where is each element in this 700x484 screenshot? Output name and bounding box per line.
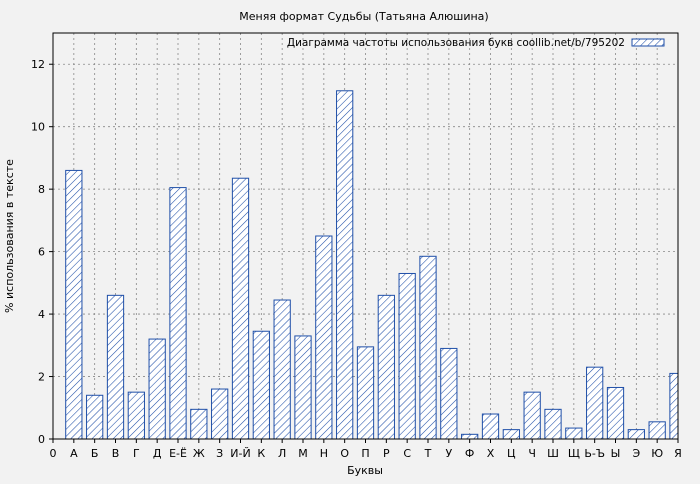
bar-Ф <box>461 433 479 439</box>
x-tick-label: Т <box>424 447 432 460</box>
bar-Н <box>315 235 333 439</box>
x-tick-label: Ь-Ъ <box>584 447 605 460</box>
x-tick-label: Э <box>632 447 640 460</box>
bar-Х <box>481 413 500 439</box>
x-tick-label: Х <box>487 447 495 460</box>
x-tick-label: Г <box>133 447 140 460</box>
x-tick-label: Ч <box>528 447 536 460</box>
bar-К <box>252 330 270 439</box>
x-tick-label: Б <box>91 447 99 460</box>
bar-Л <box>273 299 291 439</box>
bar-И-Й <box>231 177 250 439</box>
legend-label: Диаграмма частоты использования букв coo… <box>287 37 625 49</box>
y-tick-label: 2 <box>38 371 45 384</box>
x-tick-label: Ю <box>651 447 663 460</box>
x-tick-label: Ж <box>193 447 205 460</box>
x-tick-label: С <box>403 447 411 460</box>
bar-В <box>106 294 125 439</box>
x-tick-label: П <box>361 447 369 460</box>
bar-Щ <box>565 427 583 439</box>
x-tick-label: 0 <box>50 447 57 460</box>
bar-Т <box>419 255 437 439</box>
x-tick-label: Е-Ё <box>169 447 187 460</box>
legend: Диаграмма частоты использования букв coo… <box>287 37 665 49</box>
y-tick-label: 10 <box>31 121 45 134</box>
bar-Ж <box>190 408 208 439</box>
x-tick-label: К <box>257 447 265 460</box>
x-tick-label: Р <box>383 447 390 460</box>
y-axis-label: % использования в тексте <box>3 159 16 313</box>
x-tick-label: Л <box>278 447 286 460</box>
bar-З <box>211 388 229 439</box>
bar-А <box>65 169 83 439</box>
bar-Е-Ё <box>169 187 187 439</box>
bar-П <box>356 346 375 439</box>
x-axis-label: Буквы <box>347 464 383 477</box>
bar-Ч <box>523 391 541 439</box>
bar-Г <box>127 391 145 439</box>
bar-Ц <box>502 429 520 439</box>
x-tick-label: Ш <box>547 447 559 460</box>
x-tick-label: Д <box>153 447 162 460</box>
chart-title: Меняя формат Судьбы (Татьяна Алюшина) <box>239 10 488 23</box>
bar-С <box>398 272 416 439</box>
y-tick-label: 8 <box>38 183 45 196</box>
bar-Ш <box>544 408 562 439</box>
x-tick-label: Я <box>674 447 682 460</box>
bar-М <box>294 335 312 439</box>
y-tick-label: 0 <box>38 433 45 446</box>
bar-Д <box>148 338 166 439</box>
x-tick-label: Ы <box>611 447 621 460</box>
x-tick-label: З <box>216 447 223 460</box>
y-tick-label: 6 <box>38 246 45 259</box>
bar-Ю <box>648 421 666 439</box>
bar-Ь-Ъ <box>586 366 604 439</box>
y-tick-label: 4 <box>38 308 45 321</box>
grid-layer <box>53 33 678 439</box>
bar-Я <box>669 372 678 439</box>
x-tick-label: О <box>340 447 349 460</box>
bar-Р <box>377 294 395 439</box>
bar-О <box>336 90 354 439</box>
bar-Б <box>86 394 104 439</box>
y-tick-label: 12 <box>31 58 45 71</box>
x-tick-label: У <box>445 447 452 460</box>
bar-У <box>440 347 458 439</box>
bar-Э <box>627 429 645 439</box>
legend-swatch <box>631 38 665 47</box>
x-tick-label: А <box>70 447 78 460</box>
x-tick-label: В <box>112 447 120 460</box>
bar-Ы <box>606 386 625 439</box>
x-tick-label: Ф <box>465 447 474 460</box>
x-tick-label: Н <box>320 447 328 460</box>
x-tick-label: Ц <box>507 447 516 460</box>
x-tick-label: Щ <box>568 447 580 460</box>
bars-layer <box>65 90 678 439</box>
x-tick-label: М <box>298 447 308 460</box>
x-tick-label: И-Й <box>230 447 250 460</box>
